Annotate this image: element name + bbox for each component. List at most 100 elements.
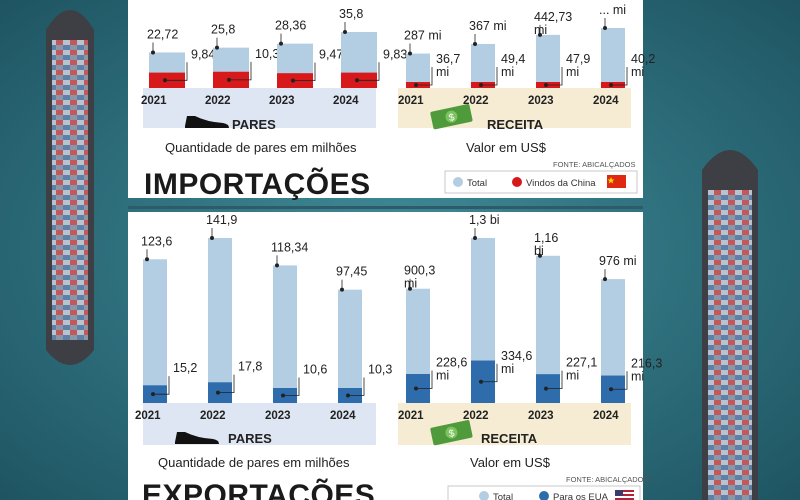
source-note: FONTE: ABICALÇADOS (566, 475, 649, 484)
part-value-label: 216,3 mi (631, 356, 662, 383)
total-value-label: 118,34 (271, 240, 308, 254)
year-label: 2022 (200, 410, 226, 422)
part-leader (546, 67, 563, 86)
total-value-label: 35,8 (339, 7, 363, 21)
bar-total (208, 238, 232, 403)
legend-other-swatch (539, 491, 549, 500)
pares-caption: Quantidade de pares em milhões (165, 140, 357, 155)
part-value-label: 49,4 mi (501, 52, 525, 79)
year-label: 2022 (463, 95, 489, 107)
money-icon: $ (430, 420, 473, 446)
year-label: 2023 (528, 95, 554, 107)
total-value-label: 1,16 bi (534, 231, 558, 258)
part-leader (283, 377, 300, 396)
part-leader (416, 370, 433, 389)
year-label: 2024 (593, 410, 619, 422)
section-title: EXPORTAÇÕES (142, 478, 375, 500)
total-value-label: 287 mi (404, 29, 442, 43)
legend-other: Vindos da China (526, 178, 596, 189)
part-leader (611, 371, 628, 390)
year-label: 2022 (205, 95, 231, 107)
bar-total (536, 34, 560, 88)
svg-text:$: $ (448, 428, 456, 440)
part-value-label: 334,6 mi (501, 349, 532, 376)
bar-total (471, 43, 495, 88)
part-leader (611, 67, 628, 86)
total-value-label: 123,6 (141, 234, 172, 248)
total-value-label: 28,36 (275, 19, 306, 33)
part-leader (546, 370, 563, 389)
legend: Total Vindos da China (444, 170, 638, 194)
total-value-label: 442,73 mi (534, 10, 572, 37)
pares-label: PARES (228, 431, 272, 446)
money-icon: $ (430, 104, 473, 130)
total-value-label: 367 mi (469, 19, 507, 33)
year-label: 2023 (528, 410, 554, 422)
part-leader (357, 62, 380, 81)
part-value-label: 47,9 mi (566, 52, 590, 79)
pares-caption: Quantidade de pares em milhões (158, 455, 350, 470)
part-value-label: 40,2 mi (631, 52, 655, 79)
part-value-label: 227,1 mi (566, 356, 597, 383)
total-value-label: 976 mi (599, 254, 637, 268)
part-value-label: 10,3 (368, 363, 392, 377)
bar-total (338, 289, 362, 403)
receita-label: RECEITA (481, 431, 538, 446)
part-value-label: 228,6 mi (436, 355, 467, 382)
year-label: 2021 (398, 95, 424, 107)
china-flag-icon (607, 175, 626, 188)
part-leader (481, 363, 498, 383)
exportacoes-pares-chart: 123,6 15,2 2021 141,9 17,8 2022 118,34 10,6 2023… (135, 213, 392, 422)
total-value-label: 141,9 (206, 213, 237, 227)
total-value-label: 22,72 (147, 27, 178, 41)
container-ship-right (702, 150, 758, 500)
year-label: 2022 (463, 410, 489, 422)
part-leader (481, 67, 498, 86)
part-value-label: 15,2 (173, 361, 197, 375)
part-leader (165, 62, 188, 81)
year-label: 2021 (141, 95, 167, 107)
importacoes-pares-chart: 22,729,84202125,810,39202228,369,4720233… (141, 7, 407, 107)
legend-other-swatch (512, 177, 522, 187)
receita-caption: Valor em US$ (466, 140, 547, 155)
legend-total-swatch (479, 491, 489, 500)
exportacoes-section: 123,6 15,2 2021 141,9 17,8 2022 118,34 10,6 2023… (128, 212, 662, 500)
divider (128, 206, 643, 209)
part-value-label: 9,47 (319, 48, 343, 62)
total-value-label: 900,3 mi (404, 264, 435, 291)
part-value-label: 10,6 (303, 363, 327, 377)
importacoes-section: 22,729,84202125,810,39202228,369,4720233… (128, 0, 655, 201)
year-label: 2023 (265, 410, 291, 422)
part-leader (229, 61, 252, 81)
pares-label: PARES (232, 117, 276, 132)
shoe-icon (185, 116, 229, 128)
legend-other: Para os EUA (553, 492, 609, 500)
container-ship-left (46, 10, 94, 365)
legend-total: Total (493, 492, 513, 500)
pares-band (143, 88, 376, 128)
year-label: 2024 (333, 95, 359, 107)
part-leader (218, 374, 235, 394)
part-value-label: 9,83 (383, 47, 407, 61)
part-leader (293, 62, 316, 81)
usa-flag-icon (615, 490, 634, 500)
part-leader (416, 67, 433, 86)
legend: Total Para os EUA (447, 485, 641, 500)
receita-caption: Valor em US$ (470, 455, 551, 470)
year-label: 2024 (330, 410, 356, 422)
bar-total (143, 259, 167, 403)
year-label: 2021 (398, 410, 424, 422)
importacoes-receita-chart: 287 mi 36,7 mi 2021 367 mi 49,4 mi 2022 442,73 mi… (398, 3, 655, 107)
bar-total (273, 265, 297, 403)
total-value-label: ... mi (599, 3, 626, 17)
part-value-label: 17,8 (238, 360, 262, 374)
total-value-label: 1,3 bi (469, 213, 500, 227)
total-value-label: 25,8 (211, 23, 235, 37)
shoe-icon (175, 432, 219, 444)
exportacoes-receita-chart: 900,3 mi 228,6 mi 2021 1,3 bi 334,6 mi 2022 1,16 b… (398, 213, 662, 422)
legend-total: Total (467, 178, 487, 189)
receita-label: RECEITA (487, 117, 544, 132)
year-label: 2021 (135, 410, 161, 422)
part-leader (348, 377, 365, 396)
svg-text:$: $ (448, 112, 456, 124)
